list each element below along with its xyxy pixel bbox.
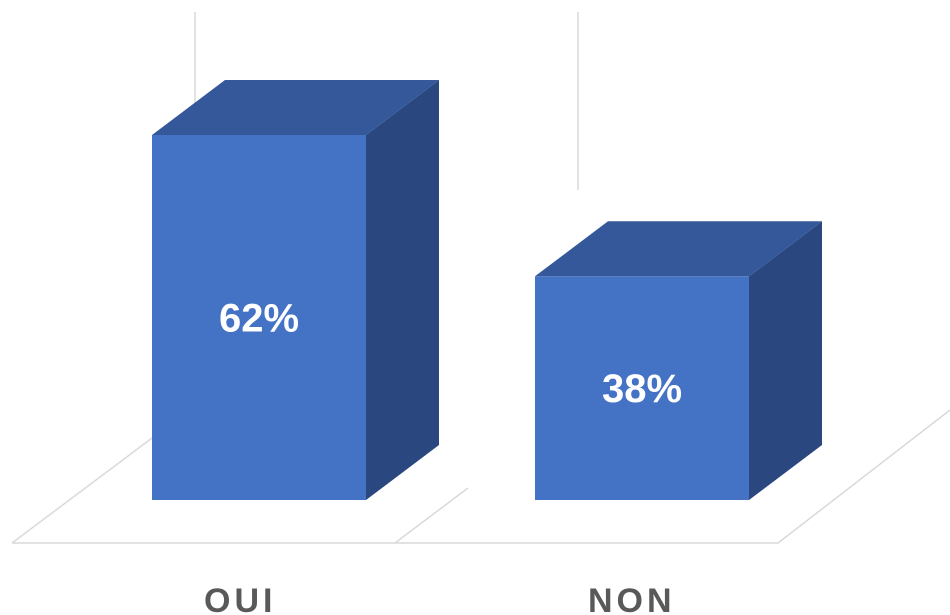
floor-line-right: [395, 409, 950, 544]
category-label-oui: OUI: [204, 582, 276, 615]
bar-top-face: [535, 221, 822, 277]
data-label: 38%: [602, 367, 682, 411]
bar-oui: 62%: [152, 80, 439, 500]
chart-grid: [11, 12, 950, 544]
bar-side-face: [749, 221, 822, 500]
category-labels: OUI NON: [204, 582, 676, 615]
bar-top-face: [152, 80, 439, 135]
bar-front-face: [152, 135, 366, 500]
bars: 62% 38%: [152, 80, 822, 500]
bar-front-face: [535, 276, 749, 500]
bar-non: 38%: [535, 221, 822, 500]
category-label-non: NON: [588, 582, 676, 615]
data-label: 62%: [219, 297, 299, 341]
floor-edge-left: [11, 437, 153, 544]
bar-side-face: [366, 80, 439, 500]
